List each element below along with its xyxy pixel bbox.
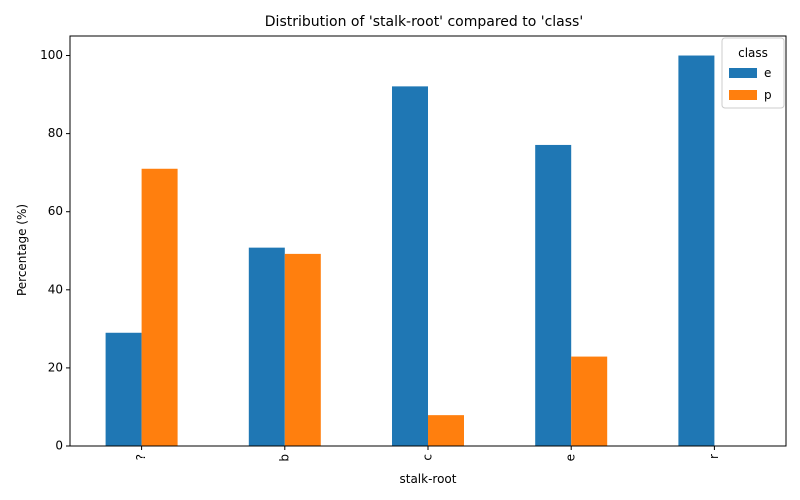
bar-e-r (678, 55, 715, 447)
legend-label-e: e (764, 66, 771, 80)
x-axis-label: stalk-root (400, 472, 457, 486)
legend-title: class (738, 46, 768, 60)
y-tick-label: 100 (40, 48, 63, 62)
bar-p-c (428, 415, 464, 446)
legend-swatch-p (729, 90, 757, 100)
x-axis: ? b c e r (134, 446, 721, 462)
bar-p-unknown (141, 168, 178, 446)
bar-p-e (571, 356, 608, 446)
x-tick-label: c (421, 454, 435, 461)
x-tick-label: b (277, 454, 291, 462)
y-axis: 0 20 40 60 80 100 (40, 48, 70, 453)
x-tick-label: r (707, 454, 721, 459)
y-tick-label: 60 (48, 204, 63, 218)
bar-e-b (248, 247, 285, 446)
bar-e-unknown (105, 332, 142, 446)
y-tick-label: 40 (48, 282, 63, 296)
y-tick-label: 20 (48, 360, 63, 374)
bar-p-b (284, 253, 321, 446)
plot-area (69, 35, 787, 447)
x-tick-label: ? (134, 454, 148, 460)
bar-e-c (392, 86, 428, 446)
legend-label-p: p (764, 88, 772, 102)
chart-title: Distribution of 'stalk-root' compared to… (265, 14, 583, 30)
y-tick-label: 0 (55, 439, 63, 453)
bar-e-e (535, 144, 572, 446)
legend: class ep (721, 37, 785, 109)
y-axis-label: Percentage (%) (15, 204, 29, 296)
legend-swatch-e (729, 68, 757, 78)
x-tick-label: e (564, 454, 578, 461)
y-tick-label: 80 (48, 126, 63, 140)
